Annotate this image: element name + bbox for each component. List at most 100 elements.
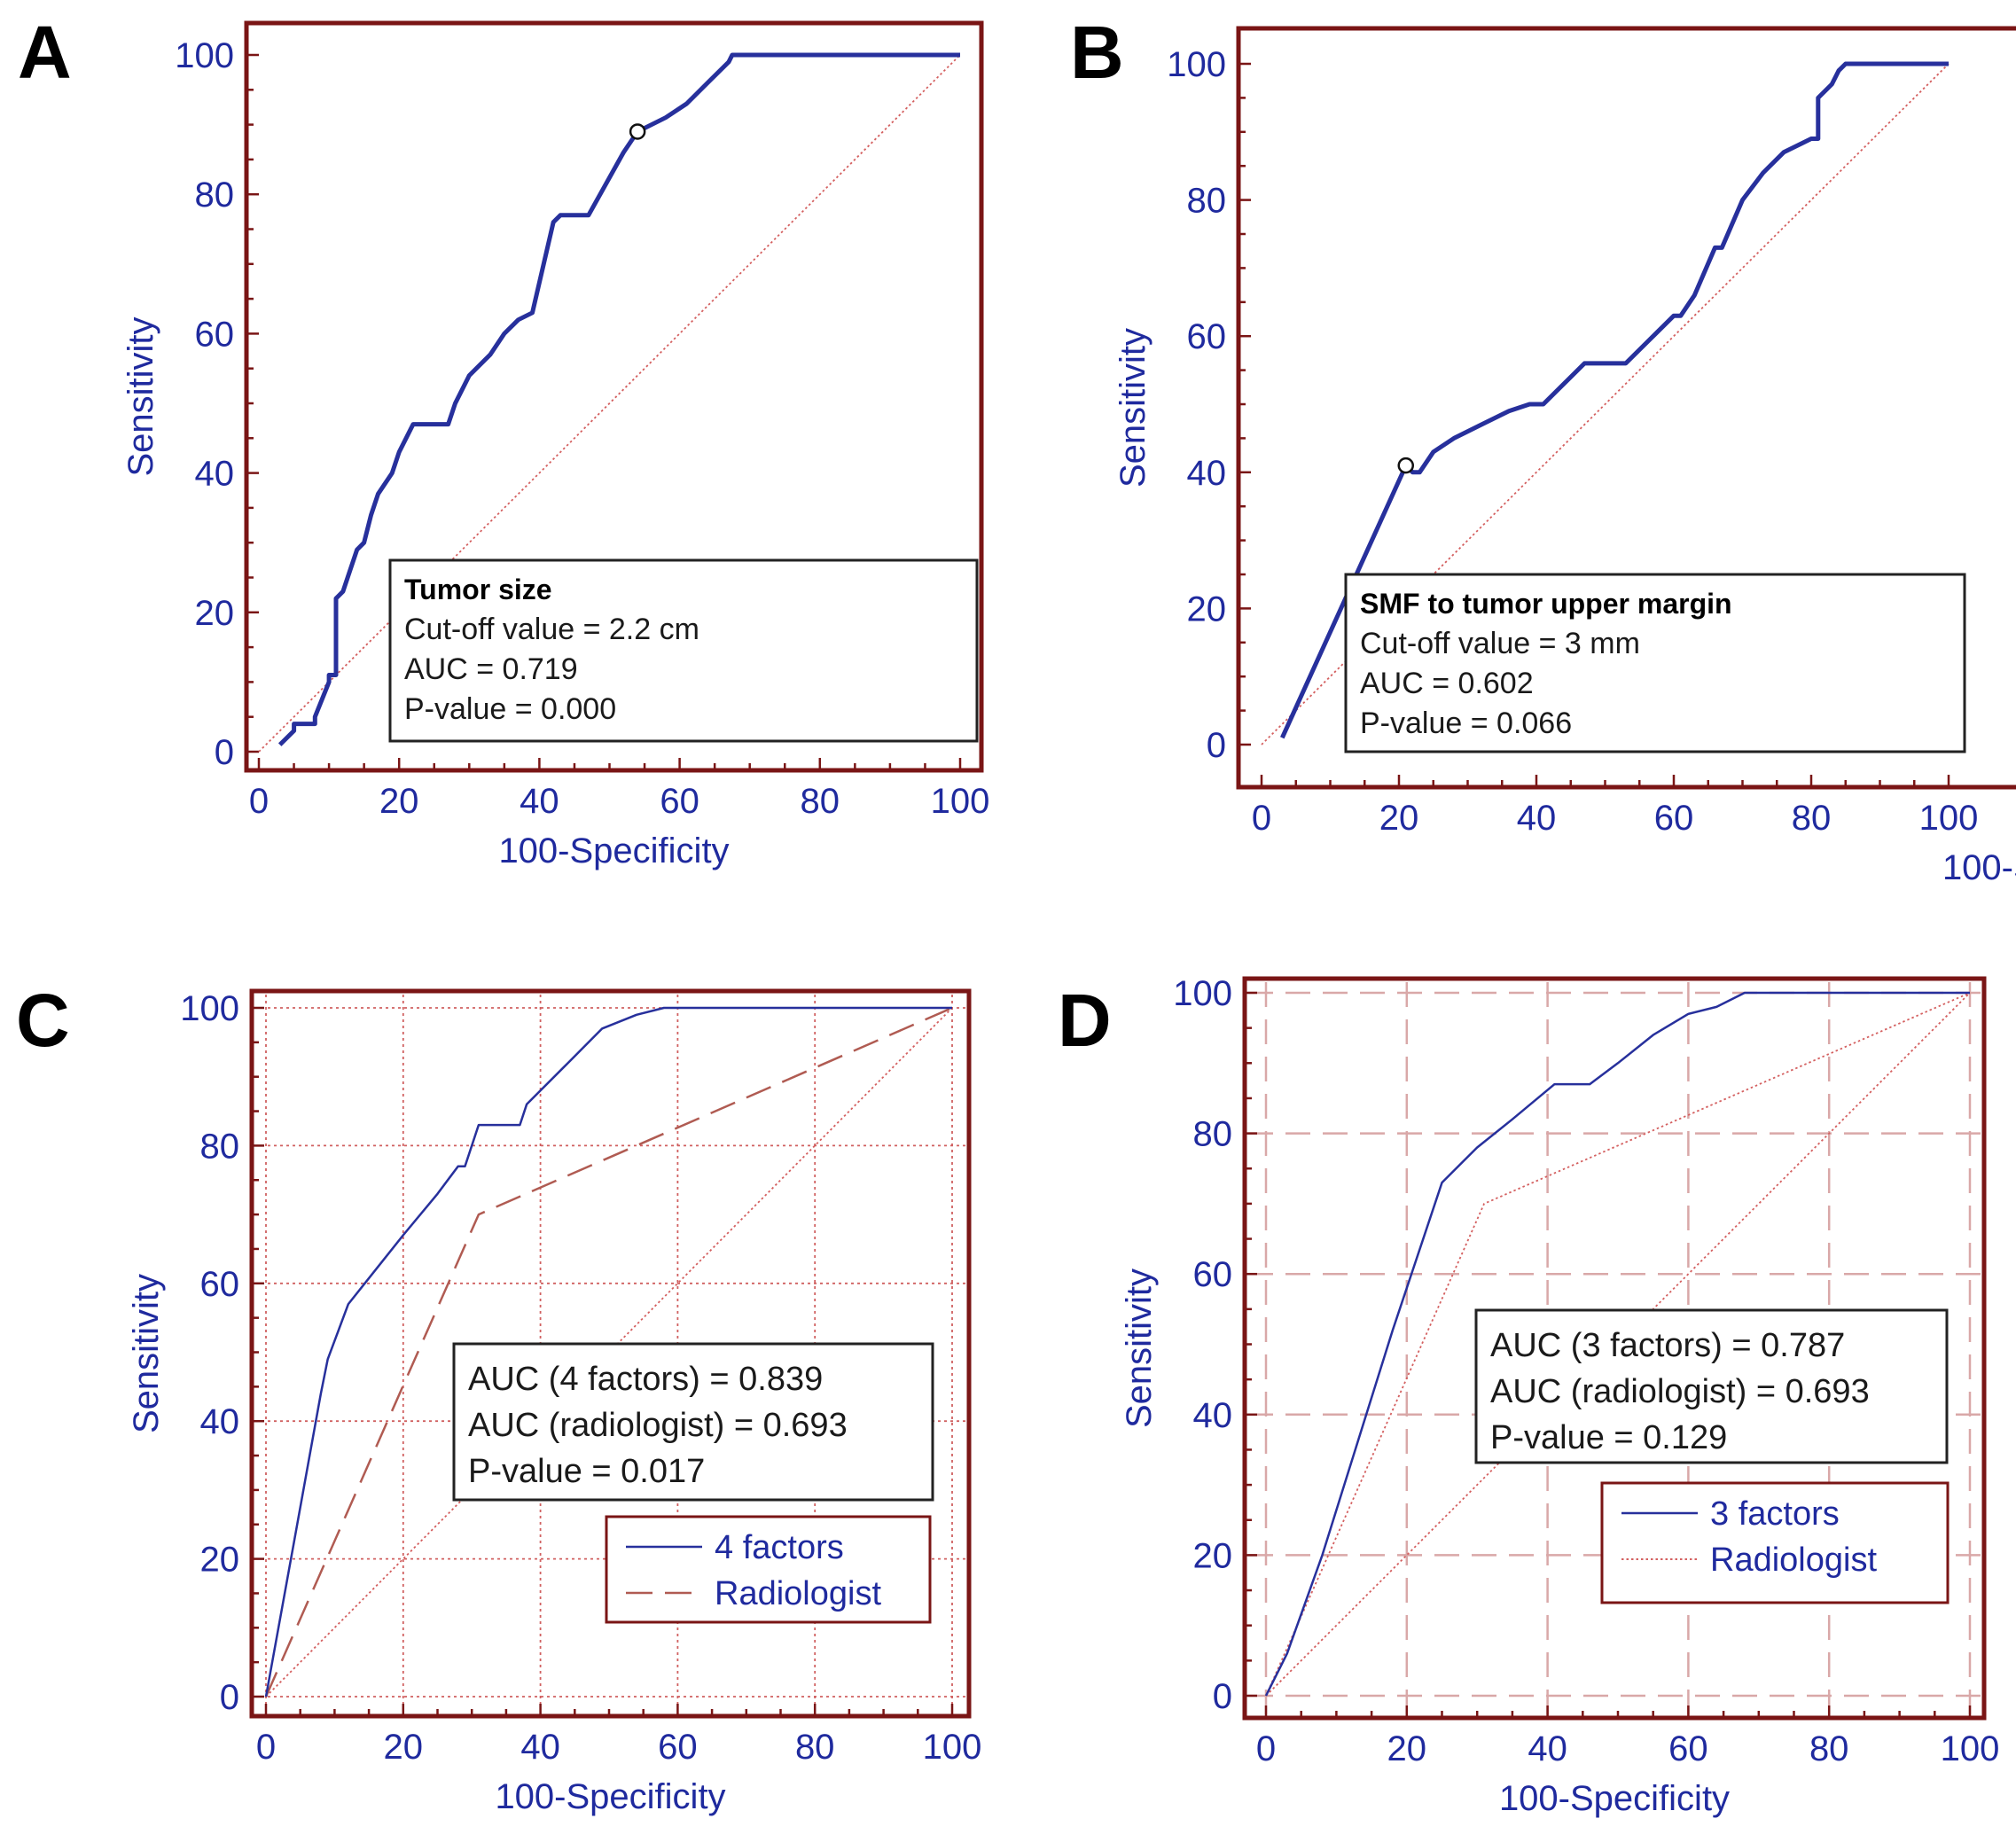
y-tick-label: 80 <box>195 176 235 215</box>
y-tick-label: 60 <box>200 1265 240 1304</box>
annotation-line: AUC (radiologist) = 0.693 <box>468 1407 848 1444</box>
y-axis-title-b: Sensitivity <box>1113 328 1153 488</box>
y-tick-label: 80 <box>1187 182 1227 221</box>
series-line-smf-to-tumor-upper-margin-b <box>1280 61 1949 739</box>
panel-letter-d: D <box>1058 979 1112 1062</box>
annotation-line: AUC = 0.602 <box>1360 667 1534 700</box>
x-axis-title-d: 100-Specificity <box>1499 1779 1730 1818</box>
x-tick-label: 40 <box>520 782 559 821</box>
annotation-line: AUC (radiologist) = 0.693 <box>1490 1373 1870 1410</box>
x-tick-label: 80 <box>1792 799 1832 838</box>
annotation-line: AUC (4 factors) = 0.839 <box>468 1361 823 1398</box>
cutoff-marker-a <box>629 123 646 140</box>
y-tick-label: 20 <box>1193 1536 1233 1575</box>
series-line-reference-c <box>265 1007 953 1698</box>
annotation-title: Tumor size <box>404 574 552 605</box>
y-tick-label: 40 <box>200 1402 240 1441</box>
legend-label: 4 factors <box>715 1529 844 1566</box>
y-tick-label: 20 <box>195 594 235 633</box>
y-axis-title-a: Sensitivity <box>121 316 160 476</box>
series-line-radiologist-d <box>1265 992 1971 1697</box>
annotation-line: AUC = 0.719 <box>404 652 578 686</box>
legend-c: 4 factors Radiologist <box>605 1515 932 1624</box>
y-tick-label: 60 <box>195 315 235 354</box>
x-tick-label: 60 <box>1654 799 1694 838</box>
x-axis-title-b: 100-Specificity <box>1942 848 2016 887</box>
y-tick-label: 0 <box>1213 1677 1232 1716</box>
annotation-line: P-value = 0.066 <box>1360 706 1572 740</box>
cutoff-marker-b <box>1397 457 1414 474</box>
panel-letter-c: C <box>16 979 70 1062</box>
panel-letter-a: A <box>18 11 72 94</box>
x-tick-label: 100 <box>1919 799 1979 838</box>
annotation-line: P-value = 0.129 <box>1490 1419 1727 1456</box>
y-tick-label: 20 <box>200 1541 240 1580</box>
panel-b: B 0 20 40 60 80 100 0 20 40 60 80 100 100-Specificity… <box>1070 11 2016 887</box>
y-tick-label: 0 <box>215 733 234 772</box>
y-tick-label: 0 <box>220 1678 239 1717</box>
x-tick-label: 20 <box>379 782 419 821</box>
annotation-title: SMF to tumor upper margin <box>1360 588 1732 620</box>
x-tick-label: 60 <box>660 782 699 821</box>
legend-d: 3 factors Radiologist <box>1600 1481 1950 1604</box>
plot-frame-d <box>1242 976 1987 1721</box>
x-tick-label: 40 <box>1528 1729 1567 1768</box>
panel-c: C 0 20 40 60 80 100 0 20 40 60 80 100 100-Specificity… <box>16 979 981 1816</box>
legend-label: Radiologist <box>1710 1542 1877 1579</box>
annotation-box-b: SMF to tumor upper margin Cut-off value =… <box>1344 573 1966 753</box>
x-tick-label: 80 <box>795 1728 835 1767</box>
x-tick-label: 100 <box>923 1728 982 1767</box>
y-tick-label: 60 <box>1187 317 1227 356</box>
y-tick-label: 100 <box>180 989 239 1028</box>
x-tick-label: 40 <box>1517 799 1557 838</box>
y-axis-title-d: Sensitivity <box>1120 1268 1159 1428</box>
x-tick-label: 0 <box>256 1728 276 1767</box>
annotation-box-c: AUC (4 factors) = 0.839 AUC (radiologist)… <box>452 1342 934 1502</box>
annotation-line: Cut-off value = 2.2 cm <box>404 613 699 646</box>
y-tick-label: 40 <box>1193 1396 1233 1435</box>
x-tick-label: 20 <box>1379 799 1419 838</box>
axis-ticks-b <box>1239 62 1950 787</box>
y-tick-label: 20 <box>1187 589 1227 628</box>
x-tick-label: 20 <box>384 1728 424 1767</box>
x-tick-label: 20 <box>1387 1729 1427 1768</box>
y-tick-label: 100 <box>175 36 234 75</box>
x-axis-title-c: 100-Specificity <box>495 1777 725 1816</box>
axis-ticks-a <box>246 53 962 770</box>
x-tick-label: 100 <box>1941 1729 2000 1768</box>
y-tick-label: 80 <box>200 1127 240 1166</box>
x-tick-label: 0 <box>1256 1729 1276 1768</box>
y-tick-label: 100 <box>1167 45 1226 84</box>
axis-ticks-d <box>1245 991 1972 1718</box>
x-tick-label: 80 <box>1809 1729 1849 1768</box>
series-line-radiologist-c <box>264 1006 953 1698</box>
y-tick-label: 40 <box>1187 454 1227 493</box>
x-tick-label: 80 <box>801 782 840 821</box>
x-axis-title-a: 100-Specificity <box>498 831 729 870</box>
axis-ticks-c <box>252 1006 954 1716</box>
annotation-line: P-value = 0.000 <box>404 692 616 726</box>
x-tick-label: 100 <box>931 782 990 821</box>
annotation-box-a: Tumor size Cut-off value = 2.2 cm AUC = 0.… <box>388 558 979 743</box>
legend-label: Radiologist <box>715 1575 881 1612</box>
plot-frame-b <box>1236 26 2016 790</box>
x-tick-label: 60 <box>658 1728 698 1767</box>
y-axis-title-c: Sensitivity <box>127 1274 166 1433</box>
y-tick-label: 100 <box>1173 974 1232 1013</box>
y-tick-label: 60 <box>1193 1255 1233 1294</box>
x-tick-label: 60 <box>1668 1729 1708 1768</box>
series-line-reference-a <box>258 54 961 753</box>
legend-label: 3 factors <box>1710 1495 1840 1533</box>
plot-frame-a <box>244 20 984 773</box>
annotation-line: Cut-off value = 3 mm <box>1360 627 1640 660</box>
panel-letter-b: B <box>1070 11 1124 94</box>
y-tick-label: 0 <box>1207 726 1226 765</box>
series-line-4-factors-c <box>264 1006 952 1698</box>
annotation-line: P-value = 0.017 <box>468 1453 705 1490</box>
annotation-line: AUC (3 factors) = 0.787 <box>1490 1327 1845 1364</box>
plot-frame-c <box>249 988 972 1719</box>
annotation-box-d: AUC (3 factors) = 0.787 AUC (radiologist)… <box>1474 1308 1949 1464</box>
x-tick-label: 0 <box>249 782 269 821</box>
series-line-3-factors-d <box>1264 991 1970 1697</box>
